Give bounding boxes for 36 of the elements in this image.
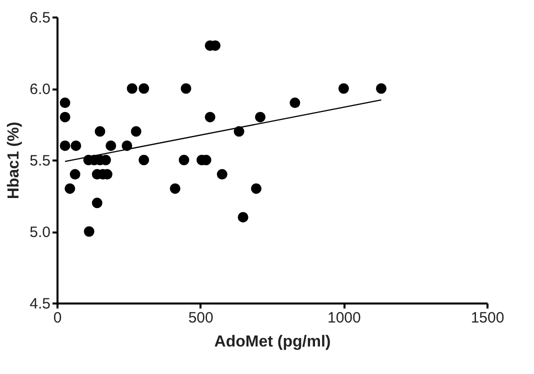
x-tick-label: 0 <box>53 310 62 326</box>
point <box>338 83 349 94</box>
point <box>250 183 262 194</box>
point <box>376 83 386 94</box>
point <box>70 140 82 151</box>
point <box>138 154 150 166</box>
point <box>238 212 248 222</box>
point <box>204 112 216 122</box>
y-tick-label: 6.0 <box>30 81 50 98</box>
y-axis-title: Hbac1 (%) <box>6 122 23 200</box>
point <box>60 98 70 108</box>
y-tick-label: 5.5 <box>30 152 50 170</box>
point <box>138 83 150 94</box>
point <box>255 112 266 122</box>
x-tick-label: 500 <box>188 310 214 326</box>
point <box>290 98 300 108</box>
point <box>64 183 76 194</box>
point <box>216 169 228 180</box>
point <box>130 126 142 137</box>
point <box>92 198 102 208</box>
x-tick-label: 1500 <box>470 310 504 326</box>
point <box>70 169 80 180</box>
point <box>60 140 70 151</box>
point <box>94 126 106 137</box>
point <box>84 226 94 237</box>
point <box>178 154 190 166</box>
point <box>180 83 192 94</box>
point <box>106 140 116 151</box>
x-tick-label: 1000 <box>327 310 361 326</box>
point <box>60 112 70 122</box>
y-tick-label: 5.0 <box>30 224 50 241</box>
point <box>126 83 138 94</box>
x-axis-title: AdoMet (pg/ml) <box>214 334 331 350</box>
point <box>170 183 180 194</box>
y-tick-label: 6.5 <box>30 10 50 26</box>
y-tick-label: 4.5 <box>30 296 50 312</box>
